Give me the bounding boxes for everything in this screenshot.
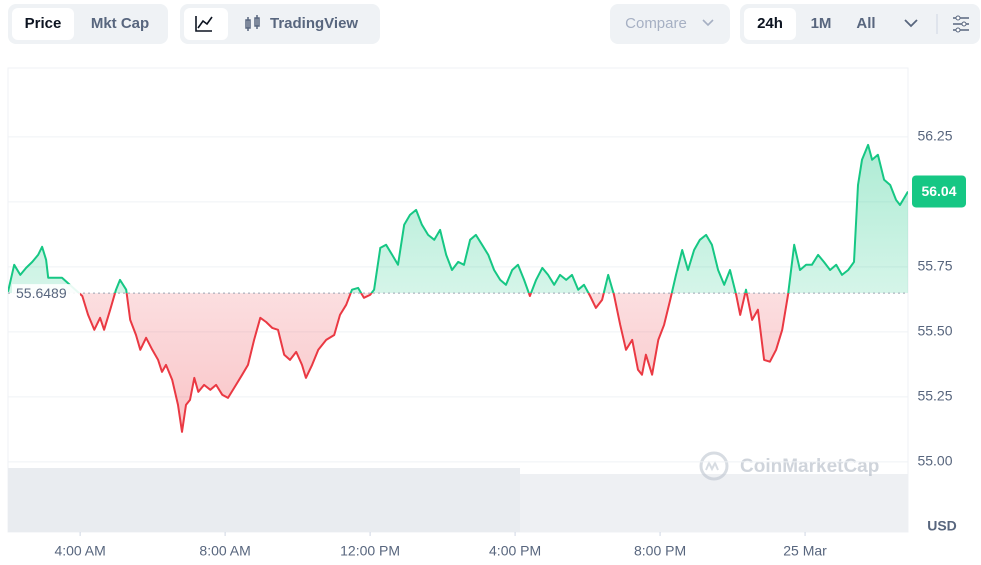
watermark-logo — [699, 451, 729, 481]
volume-area — [8, 468, 520, 532]
range-button[interactable]: 24h — [757, 15, 783, 32]
view-button[interactable]: Mkt Cap — [91, 15, 149, 32]
area-below — [79, 293, 789, 432]
range-switch — [740, 4, 980, 44]
y-tick-label: 55.50 — [917, 323, 952, 339]
line-icon — [195, 16, 213, 32]
chevron — [702, 19, 714, 27]
settings-knob — [961, 21, 967, 27]
watermark-logo — [705, 460, 719, 472]
price-line — [8, 143, 908, 294]
chart-style-switch — [180, 4, 380, 44]
view-selected — [12, 8, 74, 40]
settings-knob — [955, 15, 961, 21]
range-more[interactable] — [904, 19, 918, 28]
x-tick-label: 8:00 AM — [199, 543, 250, 559]
currency-label: USD — [927, 518, 957, 534]
watermark-text: CoinMarketCap — [740, 456, 879, 477]
compare-button[interactable] — [610, 4, 730, 44]
y-tick-label: 55.75 — [917, 258, 952, 274]
settings-knob — [955, 27, 961, 33]
x-tick-label: 8:00 PM — [634, 543, 686, 559]
x-tick-label: 4:00 PM — [489, 543, 541, 559]
toolbar: Price Mkt Cap TradingView Compare 24h 1M… — [8, 4, 980, 44]
tradingview-button[interactable]: TradingView — [270, 15, 358, 32]
compare-label: Compare — [625, 15, 687, 32]
baseline-label: 55.6489 — [16, 285, 67, 301]
range-button[interactable]: All — [856, 15, 875, 32]
baseline-label-bg — [12, 284, 80, 303]
y-tick-label: 56.25 — [917, 128, 952, 144]
current-price-badge — [912, 175, 966, 208]
x-tick-label: 4:00 AM — [54, 543, 105, 559]
volume-area — [520, 474, 908, 532]
current-price-label: 56.04 — [921, 183, 956, 199]
price-line — [77, 293, 790, 433]
x-tick-label: 25 Mar — [783, 543, 827, 559]
range-button[interactable]: 1M — [811, 15, 832, 32]
candle-icon — [245, 15, 260, 31]
y-tick-label: 55.25 — [917, 388, 952, 404]
view-button[interactable]: Price — [25, 15, 62, 32]
y-tick-label: 55.00 — [917, 453, 952, 469]
watermark: CoinMarketCap — [699, 451, 879, 481]
x-tick-label: 12:00 PM — [340, 543, 400, 559]
area-above — [8, 144, 908, 294]
range-selected — [744, 8, 796, 40]
